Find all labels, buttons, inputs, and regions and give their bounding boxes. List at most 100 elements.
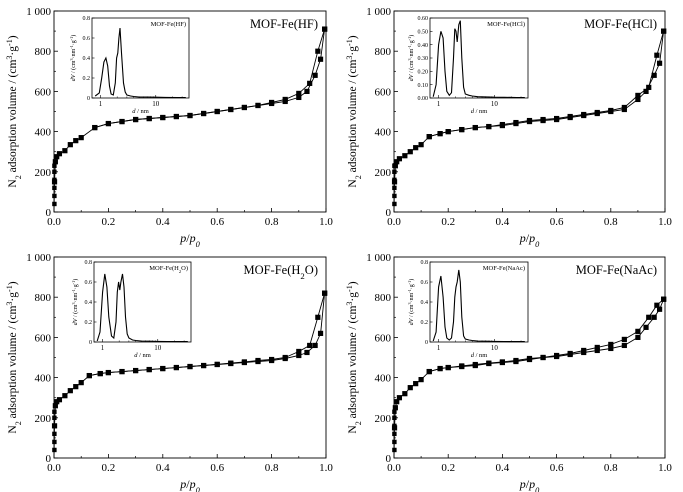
data-point-low-pressure (52, 415, 57, 420)
data-point-low-pressure (392, 439, 397, 445)
data-point-low-pressure (392, 163, 397, 168)
x-axis-label: p/p0 (179, 477, 200, 492)
data-point-desorption (322, 26, 328, 32)
data-point-desorption (472, 124, 478, 131)
y-tick-label: 0 (46, 207, 52, 219)
y-tick-label: 1 000 (26, 252, 51, 264)
data-point-low-pressure (392, 193, 397, 199)
data-point-desorption (105, 369, 111, 376)
inset-frame (93, 261, 192, 343)
data-point-desorption (255, 102, 261, 109)
panel-mof-fe-naac: 0 200 400 600 800 1 000 0.0 0.2 0.4 0.6 0.8 1.0 p/p0… (345, 252, 673, 492)
x-tick-label: 1.0 (658, 216, 672, 228)
inset-y-tick-label: 0.00 (418, 96, 429, 102)
panel-mof-fe-hcl: 0 200 400 600 800 1 000 0.0 0.2 0.4 0.6 0.8 1.0 p/p0… (345, 6, 673, 249)
inset-curve (96, 273, 188, 343)
x-tick-label: 0.6 (550, 216, 564, 228)
data-point-adsorption (73, 138, 79, 144)
data-point-desorption (160, 365, 166, 372)
inset-title: MOF-Fe(H2O) (149, 265, 188, 274)
data-point-desorption (554, 352, 560, 359)
data-point-adsorption (643, 88, 649, 94)
panel-mof-fe-h2o: 0 200 400 600 800 1 000 0.0 0.2 0.4 0.6 0.8 1.0 p/p0… (5, 252, 334, 492)
y-tick-label: 400 (35, 373, 52, 385)
inset-title: MOF-Fe(HF) (151, 21, 186, 28)
data-point-adsorption (635, 96, 641, 103)
data-point-adsorption (54, 399, 60, 405)
data-point-desorption (567, 113, 573, 120)
data-point-desorption (133, 367, 139, 374)
data-point-desorption (661, 296, 667, 302)
y-tick-label: 600 (375, 332, 392, 344)
data-point-desorption (540, 354, 546, 361)
data-point-desorption (86, 372, 92, 379)
x-tick-label: 0.0 (387, 462, 401, 474)
data-point-desorption (214, 361, 220, 367)
inset-curve (432, 269, 525, 343)
inset-y-label: dV / (cm3·nm-1·g-1) (407, 279, 416, 325)
data-point-adsorption (304, 349, 310, 356)
data-point-adsorption (594, 347, 600, 354)
inset-title: MOF-Fe(NaAc) (483, 265, 525, 272)
data-point-desorption (269, 99, 275, 106)
data-point-desorption (437, 365, 443, 372)
data-point-adsorption (407, 385, 413, 391)
y-axis-label: N2 adsorption volume / (cm3·g-1) (5, 35, 23, 187)
data-point-desorption (307, 342, 313, 349)
data-point-adsorption (413, 145, 419, 151)
y-axis-label: N2 adsorption volume / (cm3·g-1) (345, 35, 363, 187)
data-point-adsorption (78, 135, 84, 141)
data-point-low-pressure (52, 447, 57, 453)
inset-y-tick-label: 0.4 (83, 56, 91, 62)
data-point-desorption (119, 368, 125, 375)
data-point-adsorption (54, 154, 60, 160)
data-point-desorption (228, 360, 234, 366)
panel-title: MOF-Fe(NaAc) (576, 263, 657, 277)
data-point-adsorption (56, 151, 63, 157)
y-tick-label: 400 (375, 127, 392, 139)
data-point-adsorption (312, 72, 318, 78)
data-point-adsorption (407, 149, 413, 155)
data-point-adsorption (608, 345, 614, 352)
y-tick-label: 200 (35, 167, 52, 179)
data-point-adsorption (396, 156, 403, 162)
data-point-desorption (499, 359, 505, 365)
y-tick-label: 1 000 (366, 6, 391, 18)
data-point-desorption (241, 104, 247, 111)
x-tick-label: 0.8 (265, 462, 279, 474)
inset-x-tick-label: 10 (491, 100, 499, 108)
inset-x-tick-label: 1 (101, 344, 105, 352)
inset-y-tick-label: 0 (89, 340, 92, 346)
data-point-desorption (513, 119, 519, 126)
x-tick-label: 0.4 (156, 462, 170, 474)
data-point-adsorption (656, 60, 663, 66)
data-point-desorption (594, 109, 600, 116)
data-point-desorption (646, 314, 652, 320)
data-point-desorption (241, 359, 247, 365)
data-point-adsorption (317, 56, 324, 62)
panel-title: MOF-Fe(HCl) (584, 17, 657, 31)
data-point-low-pressure (392, 169, 397, 174)
data-point-adsorption (651, 314, 657, 320)
data-point-desorption (105, 120, 111, 127)
inset-y-tick-label: 0.8 (421, 260, 429, 266)
data-point-adsorption (67, 388, 73, 394)
inset-x-tick-label: 10 (152, 100, 160, 108)
data-point-desorption (513, 357, 519, 364)
data-point-desorption (146, 115, 152, 122)
data-point-desorption (567, 350, 573, 357)
x-axis-label: p/p0 (519, 231, 540, 249)
x-tick-label: 0.0 (387, 216, 401, 228)
panel-mof-fe-hf: 0 200 400 600 800 1 000 0.0 0.2 0.4 0.6 0.8 1.0 p/p0… (5, 6, 334, 249)
data-point-adsorption (621, 342, 627, 349)
data-point-desorption (228, 106, 234, 113)
x-tick-label: 0.8 (604, 462, 618, 474)
data-point-adsorption (62, 393, 68, 399)
panel-title: MOF-Fe(H2O) (243, 263, 318, 281)
data-point-adsorption (317, 330, 324, 336)
y-tick-label: 400 (35, 127, 52, 139)
data-point-desorption (459, 363, 465, 369)
y-tick-label: 600 (375, 86, 392, 98)
data-point-low-pressure (52, 423, 57, 429)
y-tick-label: 800 (35, 292, 52, 304)
